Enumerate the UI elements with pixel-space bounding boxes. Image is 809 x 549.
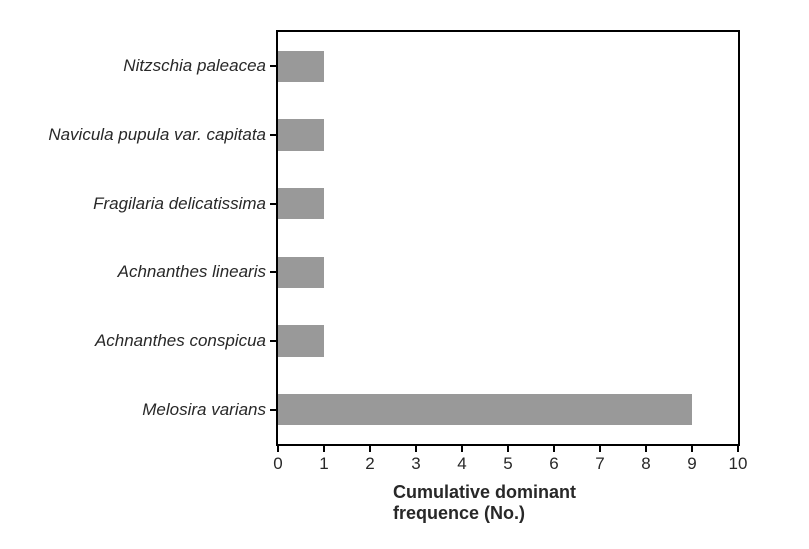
x-tick-label: 4: [457, 444, 466, 474]
bar: [278, 188, 324, 220]
x-tick-label: 6: [549, 444, 558, 474]
x-tick-label: 2: [365, 444, 374, 474]
bar: [278, 51, 324, 83]
y-tick-label: Melosira varians: [142, 400, 278, 420]
y-tick-label: Fragilaria delicatissima: [93, 194, 278, 214]
x-tick-label: 0: [273, 444, 282, 474]
y-tick-label: Nitzschia paleacea: [123, 56, 278, 76]
x-tick-label: 5: [503, 444, 512, 474]
y-tick-label: Achnanthes linearis: [118, 262, 278, 282]
bar: [278, 325, 324, 357]
plot-area: Nitzschia paleaceaNavicula pupula var. c…: [276, 30, 740, 446]
bar: [278, 257, 324, 289]
x-tick-label: 8: [641, 444, 650, 474]
bar: [278, 119, 324, 151]
x-axis-label: Cumulative dominant frequence (No.): [393, 482, 623, 524]
y-tick-label: Achnanthes conspicua: [95, 331, 278, 351]
x-tick-label: 9: [687, 444, 696, 474]
y-tick-label: Navicula pupula var. capitata: [48, 125, 278, 145]
x-tick-label: 10: [729, 444, 748, 474]
chart-container: Nitzschia paleacea Navicula pupula var. c…: [0, 0, 809, 549]
bar: [278, 394, 692, 426]
x-tick-label: 3: [411, 444, 420, 474]
x-tick-label: 1: [319, 444, 328, 474]
x-tick-label: 7: [595, 444, 604, 474]
